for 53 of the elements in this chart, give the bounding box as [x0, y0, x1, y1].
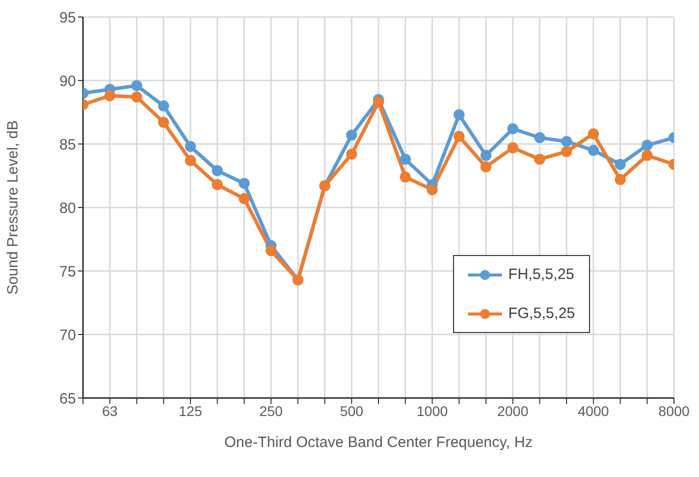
- point: [480, 161, 492, 172]
- point: [534, 132, 546, 144]
- point: [507, 123, 518, 134]
- point: [104, 90, 116, 102]
- x-tick-label: 1000: [416, 402, 448, 419]
- x-tick-label: 4000: [578, 402, 610, 419]
- y-tick-label: 65: [59, 390, 76, 408]
- x-tick-label: 8000: [658, 402, 690, 419]
- y-tick-label: 75: [59, 263, 76, 280]
- point: [614, 158, 626, 170]
- point: [588, 144, 599, 156]
- y-axis-title: Sound Pressure Level, dB: [4, 120, 22, 295]
- point: [507, 142, 518, 154]
- legend-label: FG,5,5,25: [508, 305, 575, 322]
- point: [373, 96, 384, 108]
- point: [454, 109, 465, 120]
- point: [400, 154, 411, 165]
- legend-label: FH,5,5,25: [508, 266, 574, 283]
- x-axis-title: One-Third Octave Band Center Frequency, Hz: [224, 434, 533, 451]
- point: [212, 179, 223, 190]
- x-tick-label: 63: [102, 402, 118, 419]
- x-tick-label: 250: [259, 402, 283, 419]
- point: [480, 150, 492, 161]
- y-tick-label: 70: [59, 326, 76, 344]
- x-tick-label: 500: [340, 402, 364, 419]
- point: [642, 140, 653, 151]
- point: [238, 178, 250, 189]
- point: [184, 155, 196, 166]
- point: [642, 150, 653, 161]
- point: [212, 165, 223, 176]
- point: [346, 130, 358, 141]
- y-tick-label: 85: [59, 136, 76, 154]
- y-tick-label: 95: [59, 9, 76, 26]
- point: [238, 193, 250, 204]
- point: [266, 245, 277, 256]
- point: [534, 154, 546, 165]
- point: [158, 116, 170, 128]
- point: [588, 128, 599, 140]
- point: [131, 80, 142, 92]
- point: [158, 100, 170, 112]
- x-tick-label: 125: [178, 402, 202, 419]
- point: [561, 136, 572, 147]
- point: [131, 92, 142, 103]
- point: [184, 141, 196, 152]
- point: [346, 148, 358, 160]
- point: [561, 146, 572, 158]
- point: [400, 172, 411, 183]
- point: [614, 174, 626, 186]
- y-tick-label: 80: [59, 200, 76, 217]
- point: [426, 184, 438, 196]
- point: [454, 130, 465, 142]
- y-tick-label: 90: [59, 72, 76, 90]
- x-tick-label: 2000: [497, 402, 529, 419]
